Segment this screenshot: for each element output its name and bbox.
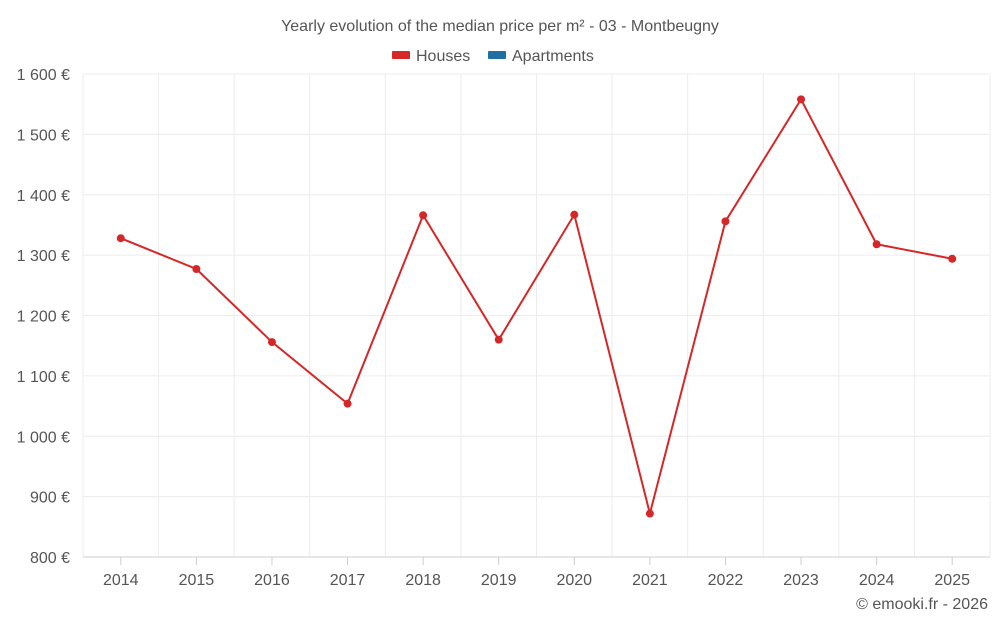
- legend-label-apartments: Apartments: [512, 48, 594, 65]
- y-tick-label: 800 €: [30, 550, 70, 567]
- x-tick-label: 2021: [632, 572, 668, 589]
- y-tick-label: 1 600 €: [17, 67, 70, 84]
- data-point-houses[interactable]: [721, 217, 730, 226]
- legend-swatch-houses: [392, 51, 410, 59]
- x-tick-label: 2017: [330, 572, 366, 589]
- legend-swatch-apartments: [488, 51, 506, 59]
- data-point-houses[interactable]: [797, 95, 806, 104]
- y-tick-label: 1 200 €: [17, 309, 70, 326]
- y-tick-label: 1 300 €: [17, 248, 70, 265]
- axis-layer: 800 € 900 € 1 000 € 1 100 € 1 200 € 1 300 € 1 …: [17, 67, 990, 589]
- data-point-houses[interactable]: [645, 509, 654, 518]
- x-tick-label: 2019: [481, 572, 517, 589]
- x-tick-label: 2018: [405, 572, 441, 589]
- chart-title: Yearly evolution of the median price per…: [281, 18, 719, 35]
- data-point-houses[interactable]: [343, 399, 352, 408]
- data-point-houses[interactable]: [872, 240, 881, 249]
- data-point-houses[interactable]: [570, 210, 579, 219]
- x-tick-label: 2020: [556, 572, 592, 589]
- x-tick-label: 2014: [103, 572, 139, 589]
- legend-label-houses: Houses: [416, 48, 470, 65]
- x-tick-label: 2023: [783, 572, 819, 589]
- series-line-houses: [120, 97, 953, 514]
- x-tick-label: 2024: [859, 572, 895, 589]
- y-tick-label: 900 €: [30, 490, 70, 507]
- data-point-houses[interactable]: [419, 211, 428, 220]
- data-point-houses[interactable]: [267, 338, 276, 347]
- data-point-houses[interactable]: [116, 234, 125, 243]
- y-tick-label: 1 100 €: [17, 369, 70, 386]
- data-point-houses[interactable]: [494, 335, 503, 344]
- x-tick-label: 2025: [934, 572, 970, 589]
- data-point-houses[interactable]: [192, 265, 201, 274]
- series-layer: [116, 95, 957, 518]
- x-tick-label: 2016: [254, 572, 290, 589]
- x-tick-label: 2015: [179, 572, 215, 589]
- legend: Houses Apartments: [392, 48, 594, 65]
- y-tick-label: 1 500 €: [17, 127, 70, 144]
- data-point-houses[interactable]: [948, 254, 957, 263]
- x-tick-label: 2022: [708, 572, 744, 589]
- credit-text: © emooki.fr - 2026: [856, 596, 988, 613]
- grid-layer: [82, 73, 991, 557]
- legend-item-apartments[interactable]: Apartments: [488, 48, 594, 65]
- legend-item-houses[interactable]: Houses: [392, 48, 470, 65]
- y-tick-label: 1 000 €: [17, 429, 70, 446]
- y-tick-label: 1 400 €: [17, 188, 70, 205]
